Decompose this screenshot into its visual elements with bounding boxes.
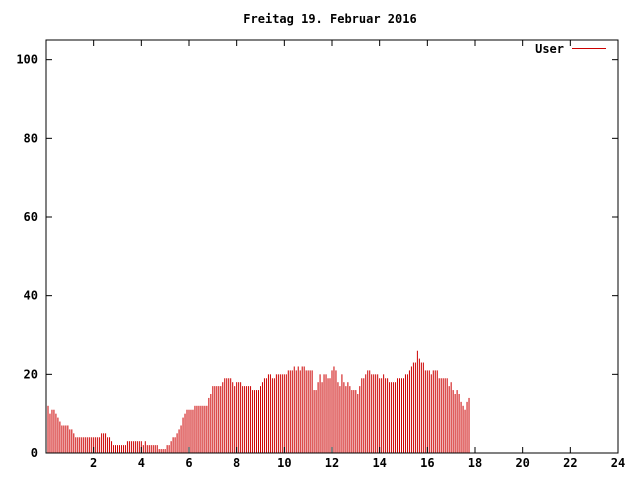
x-tick-label: 4 (138, 456, 145, 470)
y-tick-label: 40 (24, 289, 38, 303)
y-tick-label: 60 (24, 210, 38, 224)
x-tick-label: 14 (372, 456, 386, 470)
x-tick-label: 22 (563, 456, 577, 470)
x-tick-label: 16 (420, 456, 434, 470)
chart-title: Freitag 19. Februar 2016 (243, 12, 416, 26)
x-tick-label: 12 (325, 456, 339, 470)
y-tick-label: 0 (31, 446, 38, 460)
x-tick-label: 24 (611, 456, 625, 470)
x-tick-label: 10 (277, 456, 291, 470)
y-tick-label: 80 (24, 131, 38, 145)
y-tick-label: 100 (16, 53, 38, 67)
legend-label: User (535, 42, 564, 56)
bars-group (45, 350, 470, 453)
y-tick-label: 20 (24, 367, 38, 381)
x-tick-label: 2 (90, 456, 97, 470)
x-tick-label: 6 (185, 456, 192, 470)
legend: User (535, 42, 606, 56)
x-tick-label: 20 (515, 456, 529, 470)
x-tick-label: 8 (233, 456, 240, 470)
x-tick-label: 18 (468, 456, 482, 470)
